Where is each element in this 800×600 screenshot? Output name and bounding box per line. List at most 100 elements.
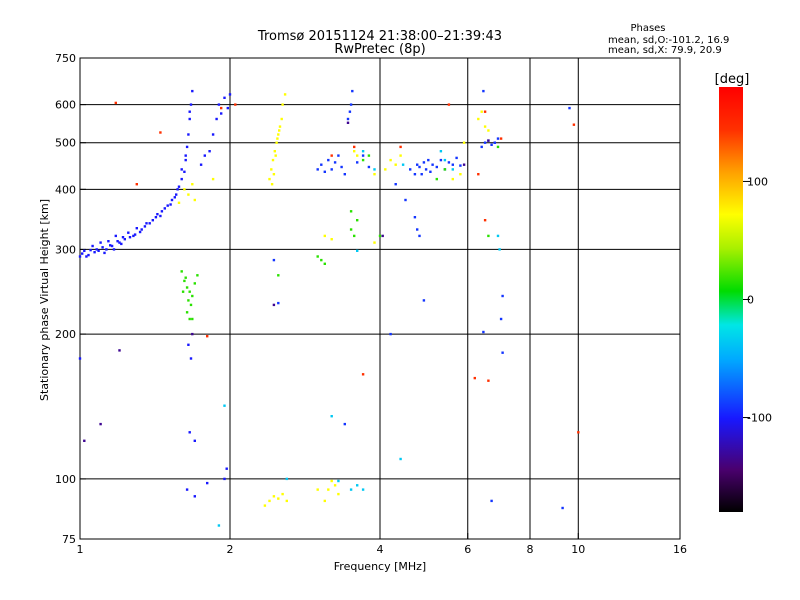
data-point [211,177,215,181]
data-point [499,317,503,321]
data-point [91,244,94,248]
data-point [337,154,340,157]
data-point [159,214,162,218]
data-point [455,156,458,160]
data-point [378,234,382,238]
data-point [361,150,365,153]
data-point [173,196,176,199]
data-point [226,106,229,110]
data-point [193,282,196,285]
data-point [409,168,412,171]
x-tick-label: 2 [227,543,234,556]
colorbar-tick-label: 0 [747,294,754,307]
data-point [99,241,102,244]
x-tick-label: 16 [673,543,687,556]
data-point [133,233,137,236]
data-point [480,110,483,113]
data-point [206,481,209,485]
colorbar-ticks: 100 0 -100 [743,175,772,425]
data-point [443,158,447,162]
data-point [496,145,500,149]
data-point [191,317,194,321]
data-point [451,177,454,181]
data-point [477,173,480,176]
data-point [121,236,125,239]
data-point [120,242,123,246]
data-point [276,137,279,140]
data-point [154,216,158,219]
data-point [316,168,319,171]
data-point [211,133,215,136]
chart-subtitle: RwPretec (8p) [334,42,425,57]
data-point [389,332,392,336]
data-point [277,497,280,500]
data-point [176,188,179,191]
data-point [422,161,426,164]
data-point [99,422,102,426]
data-point [487,379,490,382]
data-point [413,173,417,176]
data-point [118,349,121,352]
data-point [285,499,288,503]
data-point [493,141,496,144]
data-point [277,133,280,136]
data-point [132,234,135,238]
data-point [196,274,199,277]
data-point [112,248,116,251]
data-point [316,255,319,258]
data-point [399,154,402,157]
data-point [327,488,330,491]
data-point [175,193,178,196]
data-point [189,357,193,360]
data-point [191,294,194,298]
data-point [462,163,466,166]
data-point [572,123,576,126]
data-point [143,225,147,228]
data-point [177,185,181,188]
data-point [83,439,86,442]
data-point [189,303,193,307]
data-point [127,231,130,234]
data-point [367,165,371,169]
data-point [145,222,148,225]
data-point [323,262,326,265]
y-axis-label: Stationary phase Virtual Height [km] [38,199,51,401]
data-point [323,499,326,503]
data-point [234,103,237,106]
data-point [320,258,323,262]
data-point [381,234,384,238]
colorbar-tick-label: -100 [747,412,772,425]
data-point [490,143,493,146]
data-point [78,255,82,258]
data-point [135,183,138,186]
data-point [277,274,280,277]
data-point [101,246,104,249]
data-point [349,103,353,106]
data-point [399,145,402,149]
data-point [278,129,281,132]
data-point [110,244,114,248]
data-point [356,484,359,487]
colorbar-tick-label: 100 [747,175,768,188]
data-point [270,168,273,171]
data-point [353,234,356,238]
data-point [97,249,100,252]
data-point [337,492,340,496]
x-tick-label: 10 [571,543,585,556]
data-point [89,248,92,252]
data-point [416,163,419,166]
data-point [188,431,191,434]
data-point [191,183,194,186]
x-tick-label: 4 [377,543,384,556]
data-point [340,165,343,169]
data-point [459,164,462,167]
data-point [83,249,86,252]
data-point [351,89,354,93]
data-point [439,158,443,162]
data-point [316,488,319,491]
data-point [135,227,138,230]
data-point [208,150,211,153]
colorbar [719,87,743,512]
grid-lines [80,58,680,539]
data-point [473,376,476,380]
